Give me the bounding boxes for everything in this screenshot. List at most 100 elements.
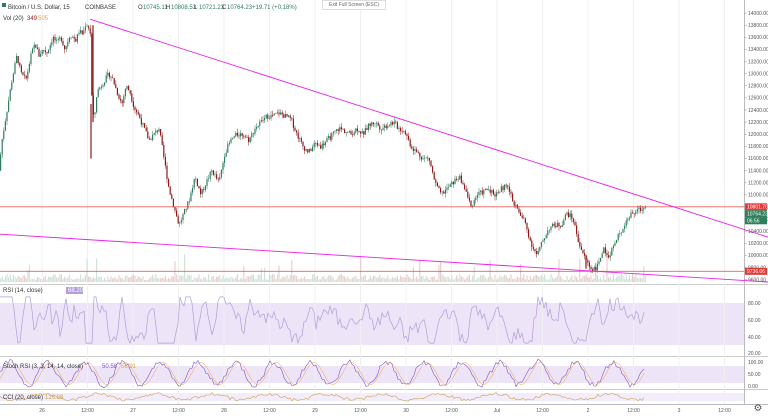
volume-bar — [472, 275, 474, 282]
volume-bar — [113, 277, 115, 282]
candle-body — [553, 223, 555, 226]
rsi-label[interactable]: RSI (14, close) — [3, 288, 43, 294]
candle-body — [291, 117, 293, 119]
candle-body — [49, 45, 51, 51]
cci-legend[interactable]: CCI (20, close) 126.98 — [3, 395, 64, 401]
volume-bar — [150, 276, 152, 282]
candle-body — [384, 125, 386, 128]
candle-body — [216, 174, 218, 179]
volume-bar — [622, 275, 624, 282]
stoch-d-path — [0, 362, 645, 385]
volume-bar — [126, 275, 128, 282]
volume-bar — [481, 275, 483, 282]
volume-bar — [273, 274, 275, 282]
candle-body — [550, 226, 552, 230]
candle-body — [193, 179, 195, 189]
candle-body — [257, 125, 259, 127]
candle-body — [555, 225, 557, 228]
volume-bar — [68, 274, 70, 282]
candle-body — [288, 115, 290, 117]
candle-body — [227, 144, 229, 153]
candlesticks[interactable] — [0, 22, 646, 274]
candle-body — [120, 98, 122, 101]
ohlc-high-label: H — [166, 5, 170, 11]
candle-body — [12, 73, 14, 83]
price-axis[interactable]: 14000.00 13800.00 13600.00 13400.00 13200.00… — [744, 11, 768, 283]
volume-bar — [628, 275, 630, 282]
candle-body — [459, 175, 461, 180]
volume-bar — [339, 274, 341, 282]
volume-bar — [59, 274, 61, 282]
horizontal-levels[interactable] — [0, 206, 744, 272]
candle-body — [17, 56, 19, 64]
candle-body — [188, 201, 190, 202]
exit-fullscreen-hint[interactable]: Exit Full Screen (ESC) — [322, 0, 386, 10]
candle-body — [265, 114, 267, 119]
trendlines[interactable] — [0, 18, 768, 283]
candle-body — [100, 86, 102, 88]
candle-body — [302, 141, 304, 147]
candle-body — [326, 137, 328, 143]
volume-bar — [624, 278, 626, 282]
volume-bar — [566, 275, 568, 282]
price-tick-label: 11000.00 — [748, 193, 768, 199]
volume-legend[interactable]: Vol (20) 349 505 — [3, 16, 49, 22]
candle-body — [398, 128, 400, 129]
volume-bar — [280, 279, 282, 282]
candle-body — [540, 241, 542, 247]
volume-bar — [140, 278, 142, 282]
volume-bar — [454, 278, 456, 282]
symbol-title[interactable]: Bitcoin / U.S. Dollar, 15 — [8, 5, 70, 11]
volume-bar — [268, 274, 270, 282]
candle-body — [64, 45, 66, 50]
volume-bar — [214, 279, 216, 282]
candle-body — [126, 86, 128, 89]
candle-body — [488, 189, 490, 191]
candle-body — [275, 113, 277, 114]
candle-body — [224, 156, 226, 163]
symbol-legend[interactable]: Bitcoin / U.S. Dollar, 15 COINBASE O 107… — [2, 3, 297, 11]
volume-bar — [380, 278, 382, 282]
candle-body — [198, 185, 200, 189]
volume-bar — [355, 275, 357, 282]
volume-bar — [564, 279, 566, 282]
volume-bar — [262, 279, 264, 282]
candle-body — [264, 118, 266, 121]
candle-body — [556, 222, 558, 228]
cci-value: 126.98 — [45, 395, 64, 401]
candle-body — [131, 93, 133, 102]
volume-bar — [630, 278, 632, 282]
volume-bar — [520, 263, 522, 282]
candle-body — [350, 131, 352, 135]
candle-body — [622, 228, 624, 233]
volume-bar — [160, 278, 162, 282]
volume-bar — [228, 278, 230, 282]
candle-body — [337, 129, 339, 132]
stoch-label[interactable]: Stoch RSI (3, 3, 14, 14, close) — [3, 364, 83, 370]
stoch-legend[interactable]: Stoch RSI (3, 3, 14, 14, close) 50.58 56… — [3, 364, 137, 370]
rsi-tick-label: 40.00 — [748, 335, 761, 341]
volume-bar — [595, 266, 597, 282]
cci-label[interactable]: CCI (20, close) — [3, 395, 43, 401]
collapse-legend-icon[interactable] — [2, 3, 6, 7]
candle-body — [11, 82, 13, 90]
volume-bar — [153, 278, 155, 282]
volume-bar — [321, 276, 323, 282]
time-tick-label: 12:00 — [354, 408, 367, 414]
gear-icon[interactable]: ⚙ — [753, 403, 763, 414]
volume-bar — [577, 279, 579, 282]
volume-bar — [545, 279, 547, 282]
rsi-legend[interactable]: RSI (14, close) 68.20 — [3, 287, 84, 294]
volume-label[interactable]: Vol (20) — [3, 16, 24, 22]
time-axis[interactable]: 26 12:00 27 12:00 28 12:00 29 12:00 30 12:00 Jul 12… — [39, 408, 731, 414]
trendline[interactable] — [0, 233, 768, 283]
volume-bar — [406, 274, 408, 282]
candle-body — [59, 37, 61, 39]
candle-body — [272, 114, 274, 116]
candle-body — [355, 128, 357, 133]
candle-body — [102, 85, 104, 87]
price-tick-label: 12600.00 — [748, 96, 768, 102]
trendline[interactable] — [89, 18, 768, 238]
